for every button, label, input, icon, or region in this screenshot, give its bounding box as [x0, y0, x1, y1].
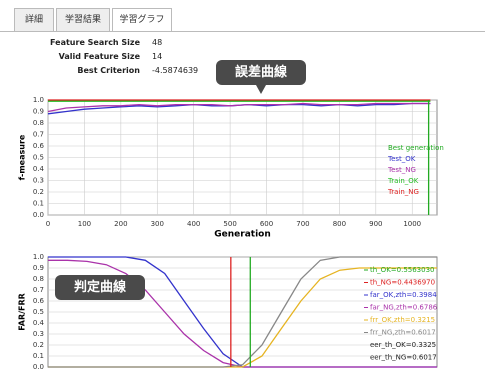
y-tick-label: 0.6	[33, 142, 45, 150]
info-value: -4.5874639	[152, 66, 199, 75]
callout: 誤差曲線	[216, 60, 306, 85]
legend-label: frr_OK,zth=0.3215	[370, 316, 435, 324]
callout-pointer	[256, 85, 266, 94]
legend-label: th_NG=0.4436970	[370, 279, 435, 287]
x-tick-label: 800	[333, 220, 346, 228]
legend-label: eer_th_NG=0.6017	[370, 354, 437, 362]
x-tick-label: 500	[223, 220, 236, 228]
y-tick-label: 0.8	[33, 119, 44, 127]
legend-label: eer_th_OK=0.3325	[370, 341, 436, 349]
y-axis-label: FAR/FRR	[18, 293, 27, 331]
y-tick-label: 0.5	[33, 308, 44, 316]
y-tick-label: 0.0	[33, 211, 44, 219]
tab-line	[0, 31, 485, 32]
legend-label: Train_NG	[387, 188, 419, 196]
series-line	[48, 256, 437, 368]
x-tick-label: 400	[187, 220, 200, 228]
legend-label: th_OK=0.5563030	[370, 266, 435, 274]
info-label: Valid Feature Size	[58, 52, 140, 61]
info: Feature Search Size 48 Valid Feature Size…	[0, 38, 300, 78]
y-tick-label: 0.4	[33, 319, 45, 327]
legend-label: Test_NG	[387, 166, 416, 174]
x-tick-label: 1000	[403, 220, 421, 228]
x-tick-label: 700	[296, 220, 309, 228]
info-value: 14	[152, 52, 163, 61]
y-tick-label: 0.1	[33, 200, 44, 208]
y-tick-label: 0.6	[33, 297, 45, 305]
y-tick-label: 0.3	[33, 330, 44, 338]
info-label: Feature Search Size	[50, 38, 140, 47]
legend-label: Best generation	[388, 144, 444, 152]
x-axis-label: Generation	[214, 230, 271, 240]
y-tick-label: 0.9	[33, 108, 44, 116]
y-tick-label: 0.2	[33, 341, 44, 349]
y-tick-label: 0.8	[33, 275, 44, 283]
info-value: 48	[152, 38, 163, 47]
x-tick-label: 200	[114, 220, 127, 228]
y-tick-label: 0.0	[33, 363, 44, 371]
callout: 判定曲線	[55, 275, 145, 300]
y-tick-label: 0.2	[33, 188, 44, 196]
legend-label: far_NG,zth=0.6786	[370, 304, 438, 312]
y-tick-label: 0.4	[33, 165, 45, 173]
x-tick-label: 300	[151, 220, 164, 228]
x-tick-label: 100	[78, 220, 91, 228]
legend-label: far_OK,zth=0.3984	[370, 291, 437, 299]
y-tick-label: 0.5	[33, 154, 44, 162]
y-tick-label: 0.9	[33, 264, 44, 272]
x-tick-label: 0	[46, 220, 50, 228]
legend-label: Train_OK	[387, 177, 419, 185]
y-tick-label: 0.1	[33, 352, 44, 360]
x-tick-label: 900	[369, 220, 382, 228]
legend-label: frr_NG,zth=0.6017	[370, 329, 436, 337]
tab[interactable]: 詳細	[14, 8, 54, 32]
x-tick-label: 600	[260, 220, 273, 228]
y-tick-label: 0.7	[33, 286, 44, 294]
info-label: Best Criterion	[77, 66, 140, 75]
y-tick-label: 0.7	[33, 131, 44, 139]
tab[interactable]: 学習グラフ	[112, 8, 172, 32]
series-line	[47, 102, 431, 113]
y-tick-label: 1.0	[33, 96, 44, 104]
legend-label: Test_OK	[387, 155, 416, 163]
y-tick-label: 0.3	[33, 177, 44, 185]
y-axis-label: f-measure	[18, 134, 27, 180]
y-tick-label: 1.0	[33, 253, 44, 261]
